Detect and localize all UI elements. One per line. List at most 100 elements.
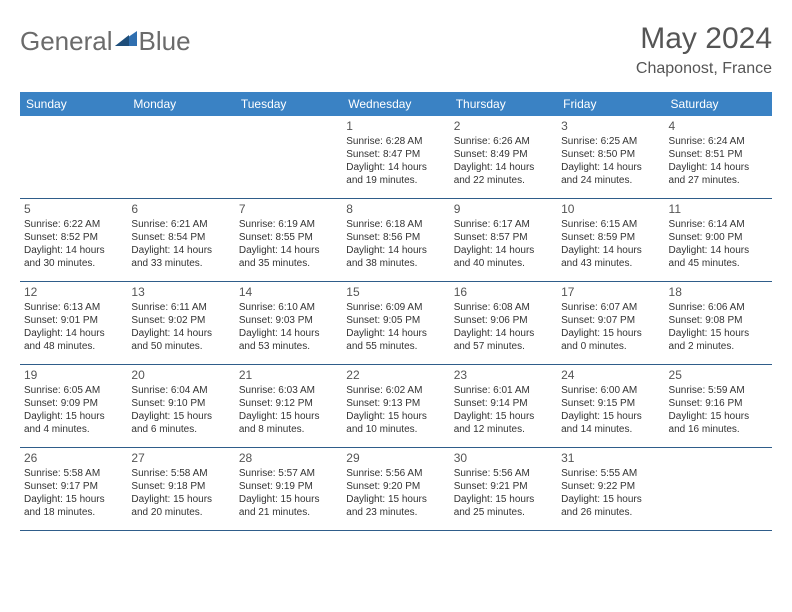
daylight-text: and 25 minutes.: [454, 507, 553, 520]
daylight-text: Daylight: 14 hours: [346, 162, 445, 175]
day-number: 3: [561, 119, 660, 134]
day-number: 10: [561, 202, 660, 217]
day-cell: 20Sunrise: 6:04 AMSunset: 9:10 PMDayligh…: [127, 365, 234, 447]
day-cell: 12Sunrise: 6:13 AMSunset: 9:01 PMDayligh…: [20, 282, 127, 364]
day-number: 23: [454, 368, 553, 383]
day-number: 30: [454, 451, 553, 466]
day-cell: 9Sunrise: 6:17 AMSunset: 8:57 PMDaylight…: [450, 199, 557, 281]
sunrise-text: Sunrise: 6:26 AM: [454, 136, 553, 149]
day-cell: 13Sunrise: 6:11 AMSunset: 9:02 PMDayligh…: [127, 282, 234, 364]
day-cell: 11Sunrise: 6:14 AMSunset: 9:00 PMDayligh…: [665, 199, 772, 281]
sunrise-text: Sunrise: 6:09 AM: [346, 302, 445, 315]
day-cell: 30Sunrise: 5:56 AMSunset: 9:21 PMDayligh…: [450, 448, 557, 530]
daylight-text: Daylight: 15 hours: [346, 494, 445, 507]
sunrise-text: Sunrise: 6:25 AM: [561, 136, 660, 149]
day-cell: 26Sunrise: 5:58 AMSunset: 9:17 PMDayligh…: [20, 448, 127, 530]
sunrise-text: Sunrise: 6:01 AM: [454, 385, 553, 398]
day-number: 16: [454, 285, 553, 300]
week-row: 5Sunrise: 6:22 AMSunset: 8:52 PMDaylight…: [20, 199, 772, 282]
daylight-text: Daylight: 15 hours: [669, 411, 768, 424]
daylight-text: Daylight: 14 hours: [131, 328, 230, 341]
sunrise-text: Sunrise: 6:28 AM: [346, 136, 445, 149]
day-cell: [127, 116, 234, 198]
day-cell: 19Sunrise: 6:05 AMSunset: 9:09 PMDayligh…: [20, 365, 127, 447]
day-number: 7: [239, 202, 338, 217]
day-cell: 8Sunrise: 6:18 AMSunset: 8:56 PMDaylight…: [342, 199, 449, 281]
day-cell: 28Sunrise: 5:57 AMSunset: 9:19 PMDayligh…: [235, 448, 342, 530]
day-cell: 2Sunrise: 6:26 AMSunset: 8:49 PMDaylight…: [450, 116, 557, 198]
sunrise-text: Sunrise: 6:00 AM: [561, 385, 660, 398]
sunset-text: Sunset: 8:55 PM: [239, 232, 338, 245]
daylight-text: Daylight: 15 hours: [454, 411, 553, 424]
day-number: 29: [346, 451, 445, 466]
day-number: 1: [346, 119, 445, 134]
sunset-text: Sunset: 9:07 PM: [561, 315, 660, 328]
logo-icon: [115, 22, 137, 53]
sunrise-text: Sunrise: 6:18 AM: [346, 219, 445, 232]
day-number: 18: [669, 285, 768, 300]
day-number: 24: [561, 368, 660, 383]
sunrise-text: Sunrise: 6:04 AM: [131, 385, 230, 398]
daylight-text: Daylight: 14 hours: [24, 328, 123, 341]
day-number: 9: [454, 202, 553, 217]
daylight-text: Daylight: 15 hours: [561, 411, 660, 424]
sunset-text: Sunset: 9:16 PM: [669, 398, 768, 411]
sunset-text: Sunset: 9:05 PM: [346, 315, 445, 328]
calendar-page: General Blue May 2024 Chaponost, France …: [0, 0, 792, 541]
sunrise-text: Sunrise: 6:10 AM: [239, 302, 338, 315]
daylight-text: and 12 minutes.: [454, 424, 553, 437]
day-of-week-cell: Saturday: [665, 92, 772, 116]
daylight-text: and 6 minutes.: [131, 424, 230, 437]
day-cell: 22Sunrise: 6:02 AMSunset: 9:13 PMDayligh…: [342, 365, 449, 447]
sunrise-text: Sunrise: 6:22 AM: [24, 219, 123, 232]
day-number: 8: [346, 202, 445, 217]
daylight-text: and 18 minutes.: [24, 507, 123, 520]
sunrise-text: Sunrise: 6:13 AM: [24, 302, 123, 315]
day-number: 21: [239, 368, 338, 383]
daylight-text: Daylight: 15 hours: [669, 328, 768, 341]
day-cell: 6Sunrise: 6:21 AMSunset: 8:54 PMDaylight…: [127, 199, 234, 281]
day-of-week-cell: Sunday: [20, 92, 127, 116]
day-number: 4: [669, 119, 768, 134]
daylight-text: and 26 minutes.: [561, 507, 660, 520]
day-number: 5: [24, 202, 123, 217]
daylight-text: Daylight: 14 hours: [454, 245, 553, 258]
daylight-text: Daylight: 14 hours: [24, 245, 123, 258]
daylight-text: and 23 minutes.: [346, 507, 445, 520]
daylight-text: and 43 minutes.: [561, 258, 660, 271]
sunrise-text: Sunrise: 5:56 AM: [346, 468, 445, 481]
week-row: 19Sunrise: 6:05 AMSunset: 9:09 PMDayligh…: [20, 365, 772, 448]
sunrise-text: Sunrise: 5:57 AM: [239, 468, 338, 481]
location: Chaponost, France: [636, 60, 772, 78]
daylight-text: and 4 minutes.: [24, 424, 123, 437]
sunrise-text: Sunrise: 5:58 AM: [24, 468, 123, 481]
day-number: 17: [561, 285, 660, 300]
sunset-text: Sunset: 8:54 PM: [131, 232, 230, 245]
sunset-text: Sunset: 9:21 PM: [454, 481, 553, 494]
day-number: 2: [454, 119, 553, 134]
daylight-text: Daylight: 15 hours: [239, 494, 338, 507]
sunset-text: Sunset: 9:22 PM: [561, 481, 660, 494]
sunrise-text: Sunrise: 6:05 AM: [24, 385, 123, 398]
day-cell: 5Sunrise: 6:22 AMSunset: 8:52 PMDaylight…: [20, 199, 127, 281]
sunset-text: Sunset: 9:10 PM: [131, 398, 230, 411]
daylight-text: and 50 minutes.: [131, 341, 230, 354]
sunset-text: Sunset: 9:06 PM: [454, 315, 553, 328]
week-row: 26Sunrise: 5:58 AMSunset: 9:17 PMDayligh…: [20, 448, 772, 531]
month-title: May 2024: [636, 22, 772, 56]
daylight-text: and 22 minutes.: [454, 175, 553, 188]
day-number: 14: [239, 285, 338, 300]
day-cell: 16Sunrise: 6:08 AMSunset: 9:06 PMDayligh…: [450, 282, 557, 364]
daylight-text: Daylight: 14 hours: [669, 245, 768, 258]
daylight-text: and 8 minutes.: [239, 424, 338, 437]
sunrise-text: Sunrise: 6:21 AM: [131, 219, 230, 232]
header: General Blue May 2024 Chaponost, France: [20, 22, 772, 78]
daylight-text: Daylight: 15 hours: [24, 494, 123, 507]
week-row: 12Sunrise: 6:13 AMSunset: 9:01 PMDayligh…: [20, 282, 772, 365]
day-number: 26: [24, 451, 123, 466]
logo-text-1: General: [20, 26, 113, 57]
sunset-text: Sunset: 8:51 PM: [669, 149, 768, 162]
sunset-text: Sunset: 9:20 PM: [346, 481, 445, 494]
daylight-text: Daylight: 14 hours: [239, 245, 338, 258]
daylight-text: and 21 minutes.: [239, 507, 338, 520]
